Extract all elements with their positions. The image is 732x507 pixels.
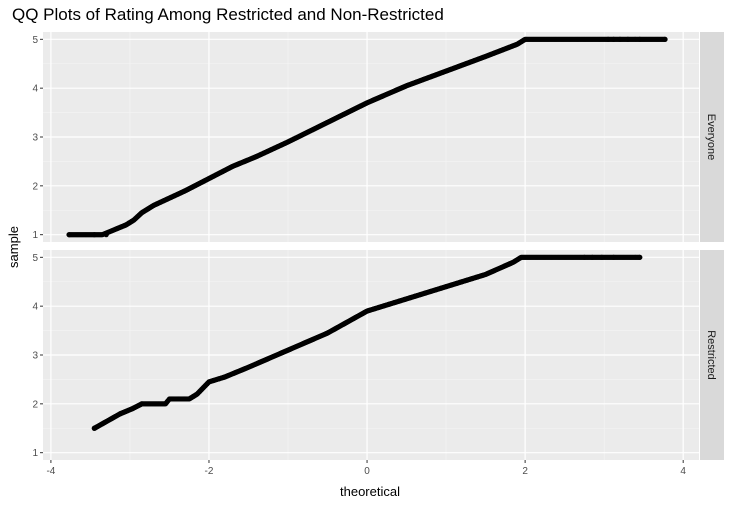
y-axis-title: sample — [6, 226, 21, 268]
qq-extreme-point — [91, 425, 97, 431]
qq-extreme-point — [617, 36, 623, 42]
facet-strip-label: Restricted — [705, 330, 717, 380]
x-tick-label: -2 — [205, 466, 214, 477]
qq-extreme-point — [581, 254, 587, 260]
x-tick-label: 4 — [680, 466, 686, 477]
facet-strip-label: Everyone — [705, 114, 717, 160]
x-axis-title: theoretical — [340, 484, 400, 499]
facet-panel-restricted: 1 2 3 4 5 Restricted — [32, 250, 724, 460]
qq-extreme-point — [91, 232, 97, 238]
y-tick-label: 1 — [32, 448, 38, 459]
qq-extreme-point — [103, 232, 109, 238]
x-tick-label: 0 — [364, 466, 370, 477]
y-tick-label: 4 — [32, 302, 38, 313]
y-tick-label: 3 — [32, 133, 38, 144]
facet-strip — [700, 250, 724, 460]
y-tick-label: 3 — [32, 351, 38, 362]
qq-extreme-point — [637, 254, 643, 260]
y-tick-label: 5 — [32, 253, 38, 264]
qq-extreme-point — [611, 36, 617, 42]
y-tick-label: 5 — [32, 35, 38, 46]
facet-panels: 1 2 3 4 5 Everyone 1 2 3 4 5 Restricted -4 -2 0 2 4 — [32, 32, 724, 477]
x-tick-label: 2 — [522, 466, 528, 477]
facet-panel-everyone: 1 2 3 4 5 Everyone — [32, 32, 724, 242]
y-tick-label: 2 — [32, 181, 38, 192]
qq-extreme-point — [625, 36, 631, 42]
qq-extreme-point — [117, 411, 124, 417]
qq-extreme-point — [662, 36, 668, 42]
facet-strip — [700, 32, 724, 242]
qq-extreme-point — [129, 406, 135, 412]
y-tick-label: 1 — [32, 230, 38, 241]
y-tick-label: 2 — [32, 399, 38, 410]
qq-extreme-point — [66, 232, 72, 238]
qq-extreme-point — [637, 36, 643, 42]
y-tick-label: 4 — [32, 84, 38, 95]
qq-extreme-point — [611, 254, 617, 260]
x-tick-label: -4 — [46, 466, 55, 477]
qq-extreme-point — [605, 36, 611, 42]
chart-title: QQ Plots of Rating Among Restricted and … — [12, 5, 444, 24]
qq-extreme-point — [139, 401, 145, 407]
qq-extreme-point — [589, 254, 595, 260]
qq-extreme-point — [599, 254, 605, 260]
